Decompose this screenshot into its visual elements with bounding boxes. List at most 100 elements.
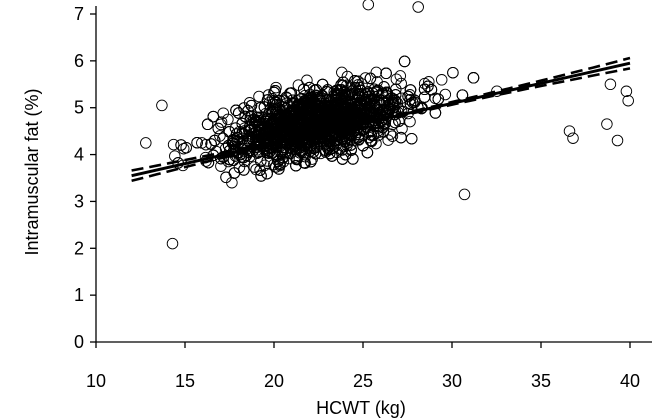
data-point: [268, 86, 280, 99]
data-point: [380, 67, 392, 80]
data-point: [290, 159, 302, 172]
x-tick-label: 10: [86, 371, 106, 391]
data-point: [362, 126, 374, 139]
data-point: [227, 137, 240, 149]
data-point: [347, 153, 359, 165]
data-point: [229, 122, 242, 134]
data-point: [255, 170, 267, 182]
y-tick-label: 5: [74, 98, 84, 118]
data-point: [258, 101, 271, 113]
data-point: [409, 94, 421, 107]
data-point: [330, 120, 343, 133]
data-point: [348, 116, 360, 128]
data-point: [447, 66, 459, 79]
data-point: [339, 89, 352, 101]
data-point: [563, 125, 576, 137]
data-point: [345, 139, 357, 151]
data-point: [226, 176, 238, 189]
data-point: [341, 70, 354, 83]
data-point: [314, 95, 327, 108]
data-point: [253, 114, 265, 127]
data-point: [467, 72, 480, 84]
data-point: [369, 99, 381, 112]
data-point: [230, 104, 242, 117]
data-point: [611, 134, 624, 147]
data-point: [323, 147, 336, 160]
confidence-band-lower: [131, 67, 631, 183]
data-point: [394, 70, 407, 82]
data-point: [254, 102, 266, 114]
data-point: [274, 114, 286, 126]
data-point: [354, 107, 366, 119]
data-point: [253, 90, 265, 103]
data-point: [389, 89, 402, 101]
data-point: [330, 89, 343, 102]
data-point: [364, 72, 377, 85]
data-point: [365, 125, 377, 138]
data-point: [312, 104, 324, 117]
data-point: [275, 147, 287, 159]
data-point: [273, 163, 285, 175]
data-point: [435, 74, 448, 86]
data-point: [284, 87, 296, 100]
data-point: [205, 138, 217, 150]
data-point: [254, 164, 266, 176]
data-point: [396, 123, 408, 135]
data-point: [344, 112, 356, 125]
data-point: [326, 108, 338, 120]
data-point: [395, 131, 407, 144]
data-point: [311, 92, 323, 104]
data-point: [231, 135, 243, 147]
data-point: [418, 83, 431, 96]
data-point: [258, 122, 271, 135]
data-point: [297, 83, 310, 95]
data-point: [242, 104, 254, 117]
data-point: [156, 99, 168, 112]
data-point: [255, 155, 267, 168]
data-point: [236, 117, 248, 130]
data-point: [269, 85, 281, 97]
data-point: [291, 124, 303, 136]
x-tick-label: 20: [264, 371, 284, 391]
axes: [90, 6, 652, 348]
data-point: [345, 98, 357, 110]
data-point: [402, 90, 414, 103]
data-point: [260, 146, 273, 159]
x-tick-label: 15: [175, 371, 195, 391]
data-point: [280, 120, 292, 132]
data-point: [376, 87, 388, 100]
data-point: [344, 134, 356, 146]
data-point: [344, 88, 356, 100]
x-tick-label: 30: [442, 371, 462, 391]
data-point: [313, 123, 325, 136]
data-point: [337, 76, 349, 88]
data-point: [362, 0, 375, 11]
data-point: [376, 87, 389, 99]
data-point: [305, 155, 317, 168]
data-point: [248, 127, 260, 140]
data-point: [287, 111, 300, 123]
data-point: [622, 94, 634, 107]
data-point: [361, 146, 374, 159]
data-point: [286, 123, 298, 135]
data-point: [334, 105, 347, 117]
data-point: [212, 122, 225, 135]
data-point: [298, 156, 310, 169]
data-point: [266, 93, 279, 105]
data-point: [395, 77, 407, 90]
data-point: [277, 151, 289, 164]
data-point: [326, 150, 338, 162]
data-point: [261, 135, 273, 148]
data-point: [346, 88, 359, 100]
y-tick-label: 1: [74, 285, 84, 305]
data-point: [248, 161, 261, 173]
data-point: [395, 92, 408, 104]
data-point: [316, 90, 328, 102]
data-point: [346, 104, 358, 117]
data-point: [404, 84, 417, 96]
y-tick-label: 2: [74, 238, 84, 258]
data-point: [239, 110, 251, 123]
data-point: [169, 150, 181, 162]
data-point: [425, 83, 438, 96]
